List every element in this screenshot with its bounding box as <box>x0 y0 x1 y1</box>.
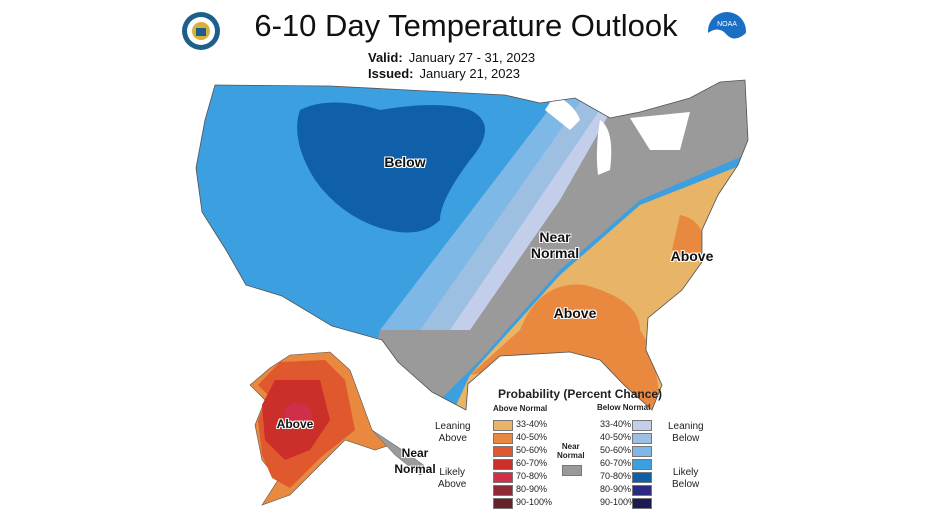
label-near-normal-alaska: Near Normal <box>394 446 436 476</box>
legend-range-below-6: 90-100% <box>600 497 637 507</box>
legend-swatch-below-5 <box>632 485 652 496</box>
legend-range-below-4: 70-80% <box>600 471 632 481</box>
label-above-southeast: Above <box>553 305 597 321</box>
legend-range-below-5: 80-90% <box>600 484 632 494</box>
legend-near-normal-swatch <box>562 465 582 476</box>
legend-range-below-2: 50-60% <box>600 445 632 455</box>
legend-likely-above: Likely Above <box>438 467 467 490</box>
label-below: Below <box>384 154 426 170</box>
legend-range-below-0: 33-40% <box>600 419 632 429</box>
issued-date: Issued: January 21, 2023 <box>368 66 520 81</box>
legend-range-above-4: 70-80% <box>516 471 548 481</box>
legend-swatch-below-3 <box>632 459 652 470</box>
alaska-map <box>249 351 431 506</box>
legend-above-header: Above Normal <box>493 404 548 413</box>
legend-swatch-below-0 <box>632 420 652 431</box>
svg-text:NOAA: NOAA <box>717 21 737 28</box>
legend-range-above-5: 80-90% <box>516 484 548 494</box>
legend-range-above-1: 40-50% <box>516 432 548 442</box>
legend-swatch-above-4 <box>493 472 513 483</box>
legend-range-below-3: 60-70% <box>600 458 632 468</box>
label-above-east: Above <box>670 248 714 264</box>
legend-range-above-2: 50-60% <box>516 445 548 455</box>
legend-leaning-below: Leaning Below <box>668 421 704 444</box>
legend: Probability (Percent Chance) Above Norma… <box>430 380 730 520</box>
legend-swatch-above-0 <box>493 420 513 431</box>
legend-swatch-above-6 <box>493 498 513 509</box>
label-near-normal: Near Normal <box>530 229 580 261</box>
legend-range-below-1: 40-50% <box>600 432 632 442</box>
noaa-logo-icon: NOAA <box>708 12 746 51</box>
legend-swatch-above-5 <box>493 485 513 496</box>
legend-swatch-below-6 <box>632 498 652 509</box>
legend-near-normal: Near Normal <box>557 442 585 460</box>
legend-likely-below: Likely Below <box>672 467 700 490</box>
legend-range-above-0: 33-40% <box>516 419 548 429</box>
legend-swatch-below-2 <box>632 446 652 457</box>
legend-title: Probability (Percent Chance) <box>498 387 663 401</box>
legend-swatch-above-2 <box>493 446 513 457</box>
commerce-seal-icon <box>182 12 220 50</box>
legend-below-header: Below Normal <box>597 403 651 412</box>
legend-leaning-above: Leaning Above <box>435 421 471 444</box>
legend-swatch-below-1 <box>632 433 652 444</box>
legend-range-above-6: 90-100% <box>516 497 553 507</box>
valid-dates: Valid: January 27 - 31, 2023 <box>368 50 536 65</box>
legend-swatch-below-4 <box>632 472 652 483</box>
legend-range-above-3: 60-70% <box>516 458 548 468</box>
legend-swatch-above-3 <box>493 459 513 470</box>
label-above-alaska: Above <box>276 417 314 431</box>
legend-swatch-above-1 <box>493 433 513 444</box>
page-title: 6-10 Day Temperature Outlook <box>254 8 678 43</box>
